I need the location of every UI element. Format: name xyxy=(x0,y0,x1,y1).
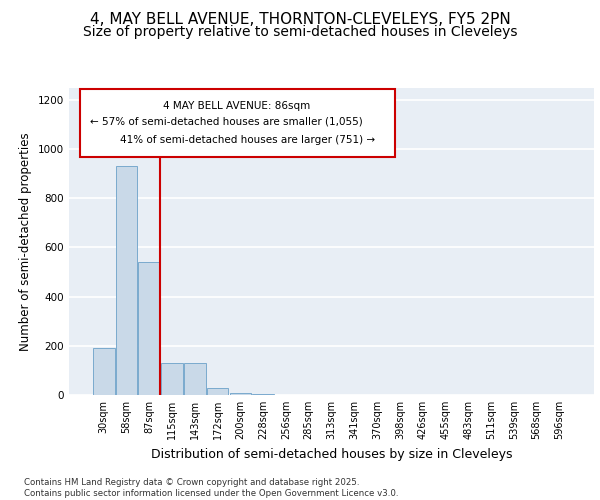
FancyBboxPatch shape xyxy=(79,89,395,156)
Bar xyxy=(207,388,229,395)
Bar xyxy=(139,262,160,395)
Text: Contains HM Land Registry data © Crown copyright and database right 2025.
Contai: Contains HM Land Registry data © Crown c… xyxy=(24,478,398,498)
Bar xyxy=(253,394,274,395)
Bar xyxy=(116,166,137,395)
Text: 4, MAY BELL AVENUE, THORNTON-CLEVELEYS, FY5 2PN: 4, MAY BELL AVENUE, THORNTON-CLEVELEYS, … xyxy=(89,12,511,28)
Bar xyxy=(184,363,206,395)
Text: 4 MAY BELL AVENUE: 86sqm: 4 MAY BELL AVENUE: 86sqm xyxy=(163,102,311,112)
X-axis label: Distribution of semi-detached houses by size in Cleveleys: Distribution of semi-detached houses by … xyxy=(151,448,512,460)
Bar xyxy=(161,363,183,395)
Y-axis label: Number of semi-detached properties: Number of semi-detached properties xyxy=(19,132,32,350)
Bar xyxy=(93,348,115,395)
Text: Size of property relative to semi-detached houses in Cleveleys: Size of property relative to semi-detach… xyxy=(83,25,517,39)
Text: 41% of semi-detached houses are larger (751) →: 41% of semi-detached houses are larger (… xyxy=(120,135,375,145)
Bar xyxy=(230,392,251,395)
Text: ← 57% of semi-detached houses are smaller (1,055): ← 57% of semi-detached houses are smalle… xyxy=(90,116,363,126)
